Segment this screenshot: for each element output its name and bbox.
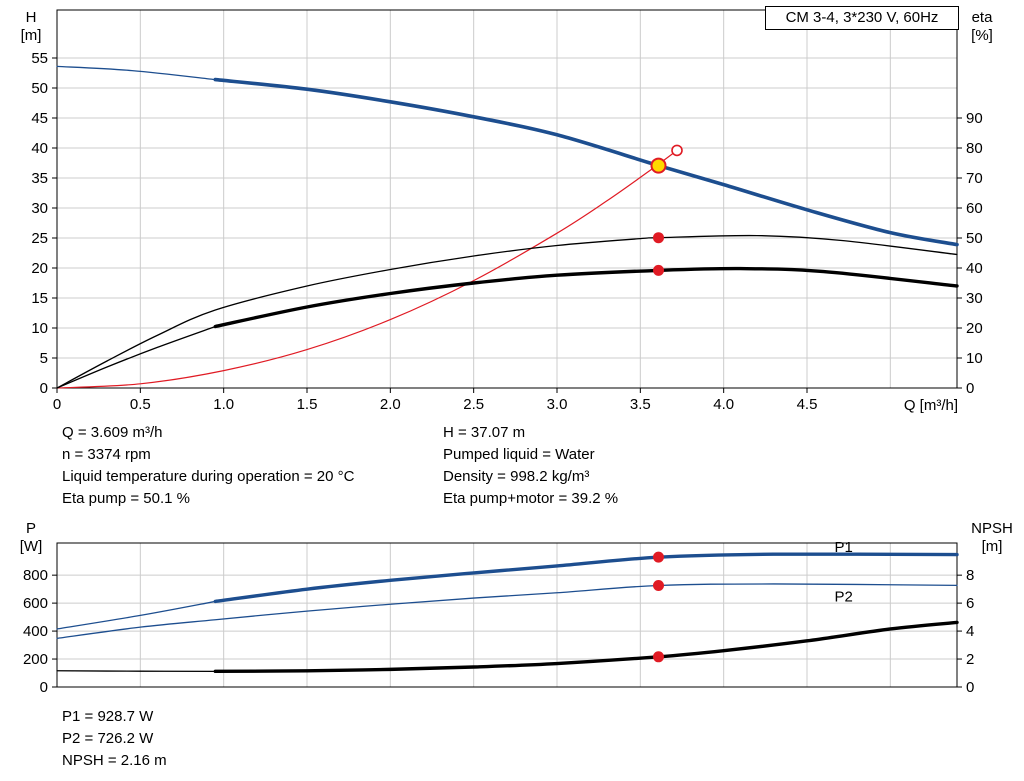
y-right-tick-label: 50 xyxy=(966,230,983,247)
info-line-flow: Q = 3.609 m³/h xyxy=(62,424,163,441)
qh-eta-chart: 0 5 10 15 20 25 30 35 40 45 50 55 0 10 20 30 40 50 60 70 80 9… xyxy=(21,9,994,414)
info-line-density: Density = 998.2 kg/m³ xyxy=(443,468,590,485)
y-right-tick-label: 70 xyxy=(966,170,983,187)
power-npsh-chart: 0 200 400 600 800 0 2 4 6 8 P[W] NPSH[m] P1 P2 xyxy=(20,520,1013,696)
power-info: P1 = 928.7 W P2 = 726.2 W NPSH = 2.16 m xyxy=(62,706,167,772)
info-line-eta-pump-motor: Eta pump+motor = 39.2 % xyxy=(443,490,619,507)
y-left-tick-label: 5 xyxy=(40,350,48,367)
x-tick-label: 2.5 xyxy=(463,396,484,413)
y-left-tick-label: 800 xyxy=(23,567,48,584)
p1-thin-curve xyxy=(56,600,216,630)
y-left-tick-label: 30 xyxy=(31,200,48,217)
x-tick-label: 0.5 xyxy=(130,396,151,413)
y-right-tick-label: 20 xyxy=(966,320,983,337)
x-tick-label: 1.5 xyxy=(297,396,318,413)
y-right-tick-label: 80 xyxy=(966,140,983,157)
y-left-tick-label: 35 xyxy=(31,170,48,187)
y-right-axis-title: eta xyxy=(972,9,994,26)
y-left-tick-label: 25 xyxy=(31,230,48,247)
p2-point xyxy=(653,579,664,591)
y-left-axis-title: [m] xyxy=(21,27,42,44)
y-left-axis-title: P xyxy=(26,520,36,537)
p1-point xyxy=(653,551,664,563)
y-right-axis-title: NPSH xyxy=(971,520,1013,537)
eta-pump-motor-thin-curve xyxy=(56,325,216,389)
info-line-temperature: Liquid temperature during operation = 20… xyxy=(62,468,355,485)
y-left-tick-label: 600 xyxy=(23,595,48,612)
y-left-tick-label: 40 xyxy=(31,140,48,157)
system-curve-curve xyxy=(56,149,678,389)
y-left-axis-title: H xyxy=(26,9,37,26)
y-right-tick-label: 0 xyxy=(966,679,974,696)
y-left-tick-label: 50 xyxy=(31,80,48,97)
y-left-tick-label: 10 xyxy=(31,320,48,337)
pump-model-box: CM 3-4, 3*230 V, 60Hz xyxy=(765,6,959,30)
x-tick-label: 3.5 xyxy=(630,396,651,413)
y-right-tick-label: 0 xyxy=(966,380,974,397)
eta-pump-point xyxy=(653,232,664,244)
y-left-tick-label: 15 xyxy=(31,290,48,307)
y-right-tick-label: 10 xyxy=(966,350,983,367)
duty-info-left: Q = 3.609 m³/h n = 3374 rpm Liquid tempe… xyxy=(62,422,354,510)
power-npsh-chart-border xyxy=(56,542,958,688)
info-line-p2: P2 = 726.2 W xyxy=(62,730,154,747)
y-right-tick-label: 90 xyxy=(966,110,983,127)
npsh-curve xyxy=(213,620,959,674)
y-right-tick-label: 4 xyxy=(966,623,974,640)
x-tick-label: 4.5 xyxy=(797,396,818,413)
x-tick-label: 4.0 xyxy=(713,396,734,413)
head-curve xyxy=(213,77,959,247)
info-line-p1: P1 = 928.7 W xyxy=(62,708,154,725)
info-line-speed: n = 3374 rpm xyxy=(62,446,151,463)
y-left-tick-label: 200 xyxy=(23,651,48,668)
eta-pump-motor-curve xyxy=(213,266,959,329)
info-line-liquid: Pumped liquid = Water xyxy=(443,446,595,463)
eta-pump-motor-point xyxy=(653,264,664,276)
eta-pump-curve xyxy=(56,234,958,389)
y-left-tick-label: 45 xyxy=(31,110,48,127)
duty-point[interactable] xyxy=(650,157,667,174)
qh-eta-chart-border xyxy=(56,9,958,389)
info-line-eta-pump: Eta pump = 50.1 % xyxy=(62,490,190,507)
x-tick-label: 1.0 xyxy=(213,396,234,413)
head-thin-curve xyxy=(56,65,216,81)
x-axis-title: Q [m³/h] xyxy=(904,397,958,414)
y-left-tick-label: 55 xyxy=(31,50,48,67)
y-left-tick-label: 400 xyxy=(23,623,48,640)
curve-label-p2: P2 xyxy=(834,588,852,605)
requested-duty-point xyxy=(671,144,683,157)
y-left-tick-label: 0 xyxy=(40,679,48,696)
y-left-axis-title: [W] xyxy=(20,538,43,555)
p2-curve xyxy=(56,583,958,639)
x-tick-label: 0 xyxy=(53,396,61,413)
y-left-tick-label: 0 xyxy=(40,380,48,397)
npsh-thin-curve xyxy=(56,670,216,672)
y-right-axis-title: [m] xyxy=(982,538,1003,555)
curve-label-p1: P1 xyxy=(834,539,852,556)
x-tick-label: 3.0 xyxy=(547,396,568,413)
info-line-npsh: NPSH = 2.16 m xyxy=(62,752,167,769)
p1-curve xyxy=(213,552,959,604)
npsh-point xyxy=(653,651,664,663)
info-line-head: H = 37.07 m xyxy=(443,424,526,441)
y-right-tick-label: 40 xyxy=(966,260,983,277)
power-npsh-chart-grid xyxy=(57,543,957,687)
y-right-tick-label: 6 xyxy=(966,595,974,612)
qh-eta-chart-grid xyxy=(57,10,957,388)
duty-info-right: H = 37.07 m Pumped liquid = Water Densit… xyxy=(443,422,618,510)
y-right-tick-label: 60 xyxy=(966,200,983,217)
y-right-axis-title: [%] xyxy=(971,27,993,44)
y-left-tick-label: 20 xyxy=(31,260,48,277)
y-right-tick-label: 2 xyxy=(966,651,974,668)
y-right-tick-label: 8 xyxy=(966,567,974,584)
qh-eta-chart-plot-area[interactable] xyxy=(57,10,957,388)
x-tick-label: 2.0 xyxy=(380,396,401,413)
y-right-tick-label: 30 xyxy=(966,290,983,307)
